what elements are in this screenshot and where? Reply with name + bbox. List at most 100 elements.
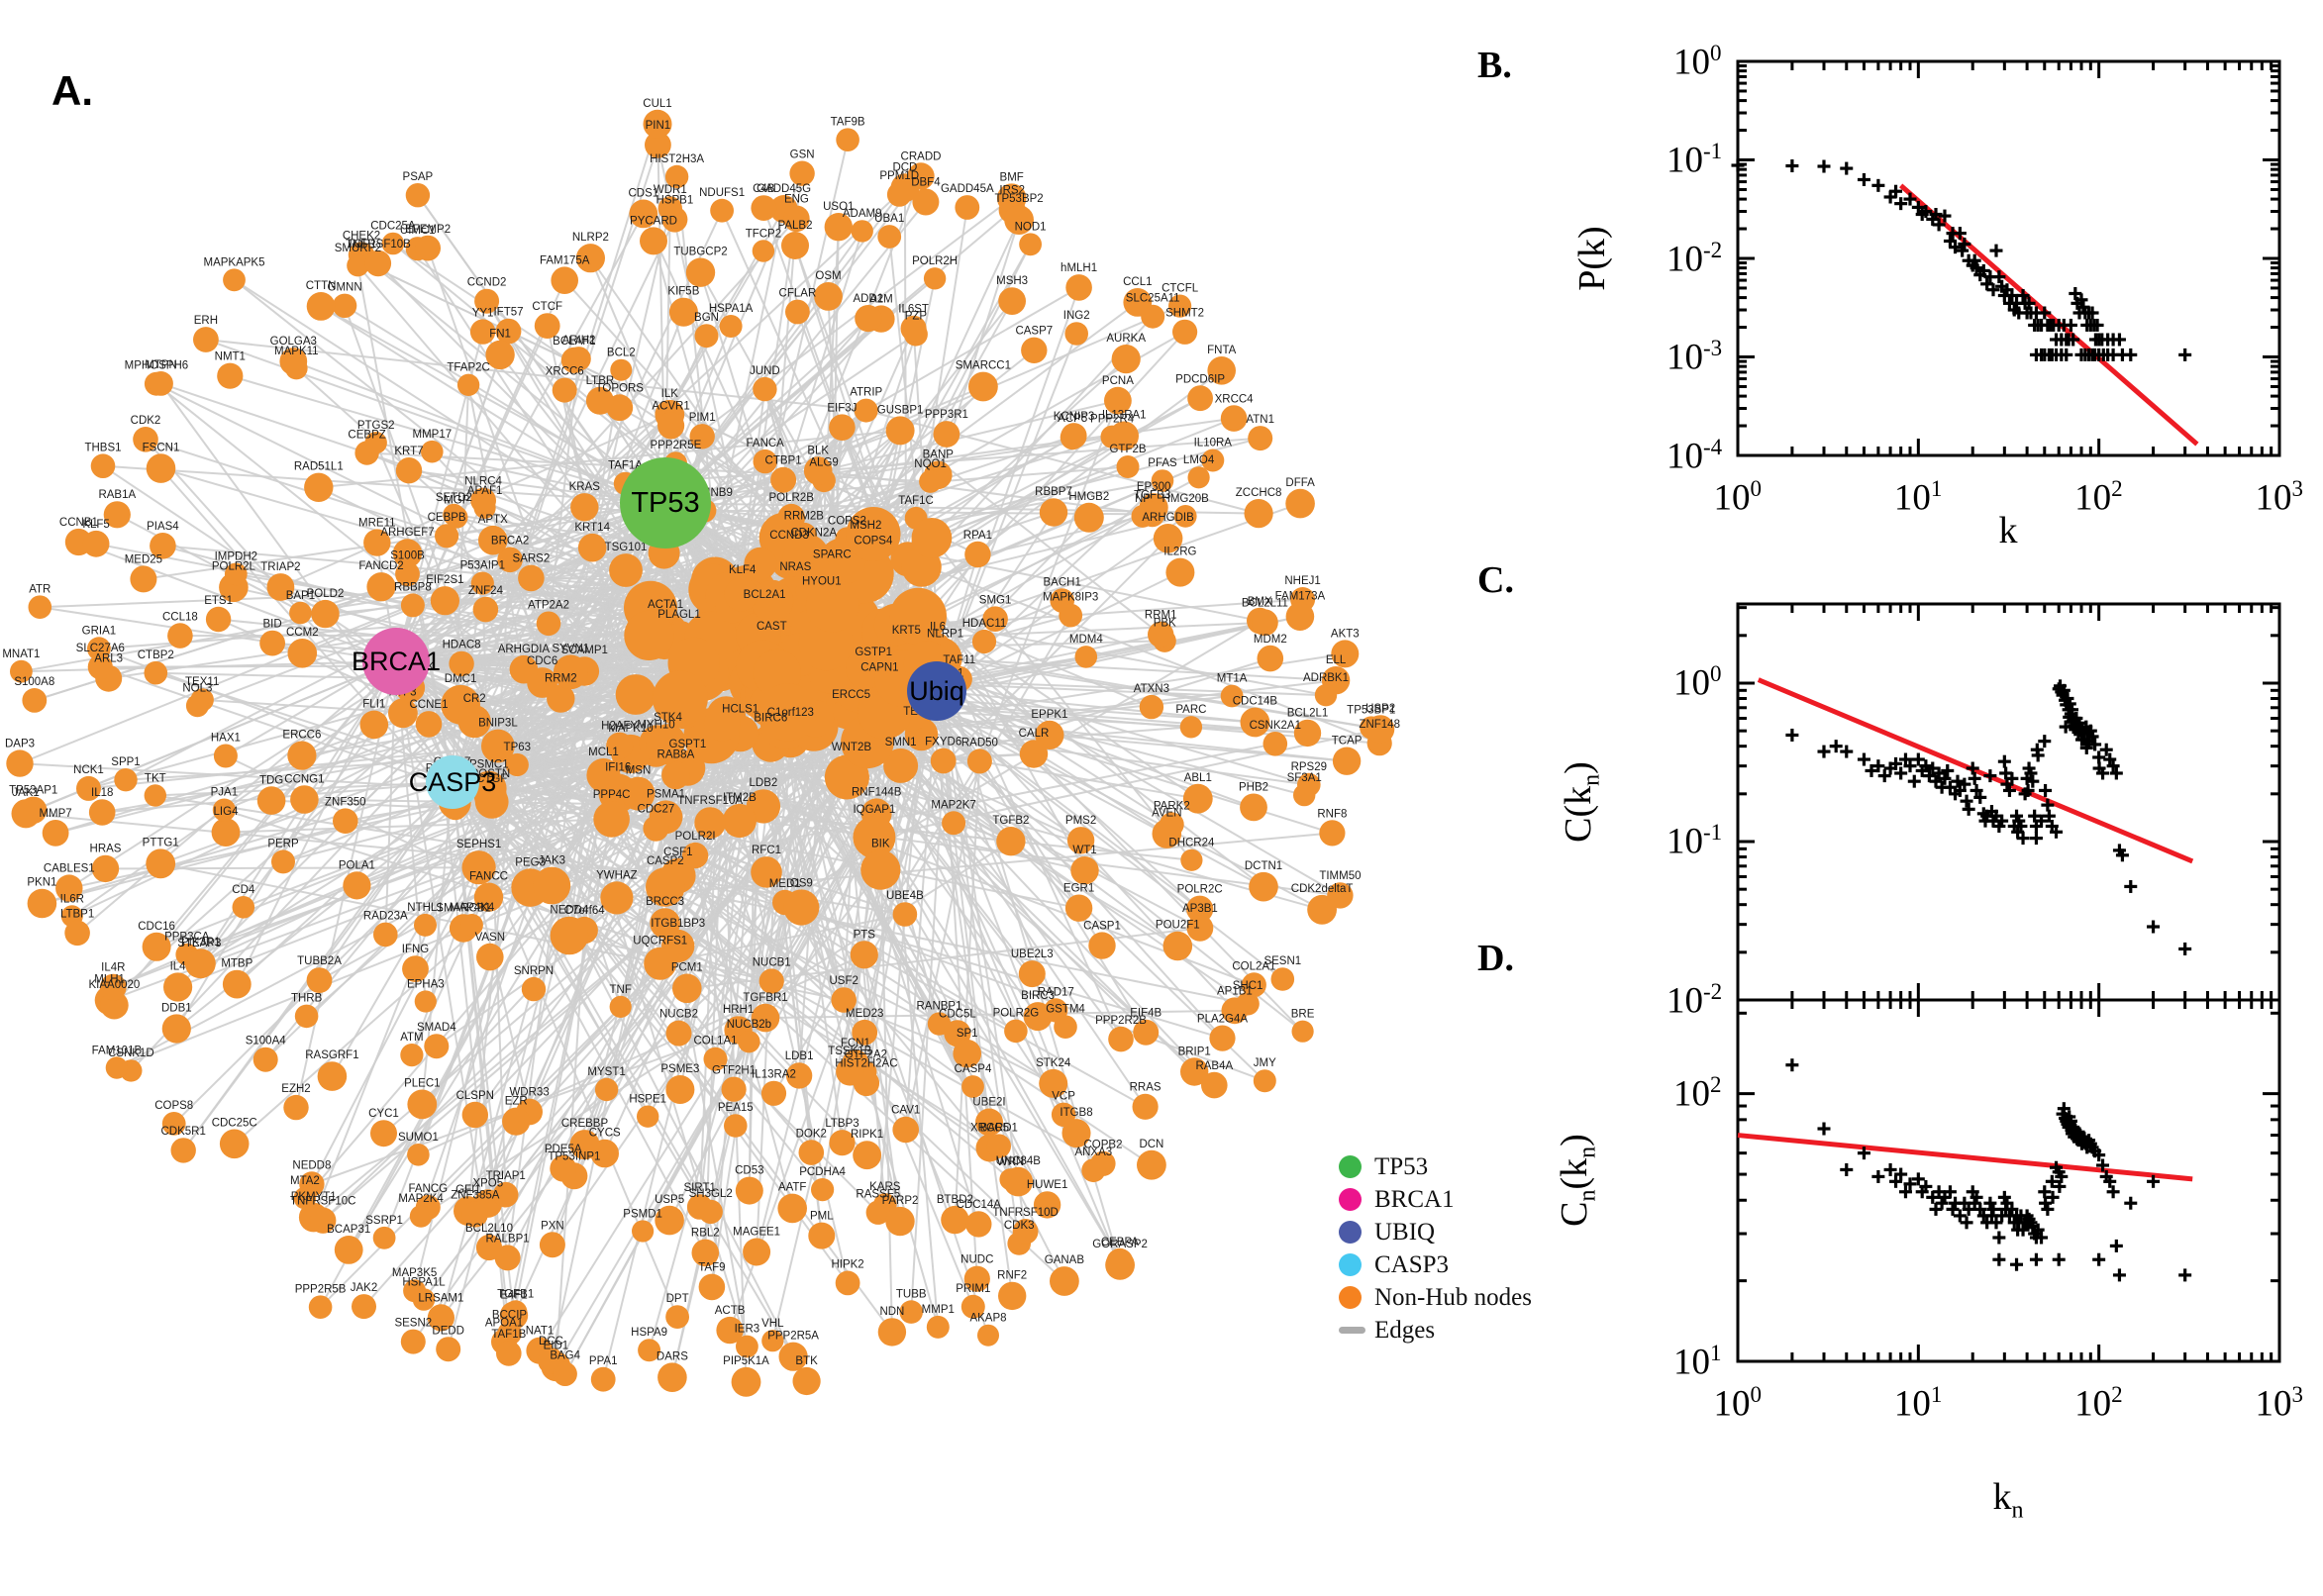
network-node-label: DCN xyxy=(1139,1139,1163,1150)
non-hub-node xyxy=(436,1337,461,1362)
network-node-label: VASN xyxy=(475,932,505,944)
non-hub-node xyxy=(409,1205,433,1228)
network-edge xyxy=(959,678,1051,737)
network-node-label: PLA2G4A xyxy=(1197,1014,1248,1026)
network-node-label: MMP7 xyxy=(39,808,71,820)
non-hub-node xyxy=(271,849,295,874)
network-node-label: NEDD4 xyxy=(550,905,589,917)
network-node-label: SMARCC1 xyxy=(956,360,1011,372)
network-node-label: HSPA9 xyxy=(631,1327,667,1339)
non-hub-node xyxy=(899,1300,923,1324)
network-edge xyxy=(410,866,480,1055)
network-node-label: IL13RA1 xyxy=(1102,410,1147,422)
non-hub-node xyxy=(133,427,158,452)
network-node-label: XRCC4 xyxy=(1215,393,1255,405)
network-node-label: CASP7 xyxy=(1015,326,1053,338)
non-hub-node xyxy=(698,1199,723,1225)
network-node-label: NQO1 xyxy=(914,458,947,470)
network-node-label: DMC1 xyxy=(445,673,477,685)
network-node-label: CDC25A xyxy=(370,221,416,233)
non-hub-node xyxy=(400,593,425,618)
network-node-label: MAPK11 xyxy=(274,346,319,357)
network-node-label: TUBB xyxy=(896,1288,927,1300)
network-node-label: GUSBP1 xyxy=(877,404,924,416)
non-hub-node xyxy=(761,1330,784,1352)
network-node-label: ITGB1BP3 xyxy=(651,918,705,930)
non-hub-node xyxy=(640,227,667,255)
non-hub-node xyxy=(900,315,927,342)
non-hub-node xyxy=(883,748,919,783)
network-node-label: JUND xyxy=(750,365,780,377)
network-node-label: CDC14A xyxy=(957,1199,1002,1211)
network-node-label: ATXN3 xyxy=(1134,683,1169,695)
network-node-label: BLK xyxy=(807,445,829,456)
chart-ticks xyxy=(1736,59,2281,457)
network-node-label: CAPN1 xyxy=(860,662,898,674)
network-node-label: KCNIP3 xyxy=(1054,411,1095,423)
network-node-label: PFAS xyxy=(1148,457,1177,469)
network-edge xyxy=(936,690,1167,835)
non-hub-node xyxy=(751,579,794,623)
network-edge xyxy=(515,962,661,1123)
panel-label-c: C. xyxy=(1477,559,1514,601)
network-node-label: RANBP1 xyxy=(916,1000,961,1012)
non-hub-node xyxy=(977,1324,999,1347)
non-hub-node xyxy=(646,727,684,765)
network-nodes xyxy=(6,109,1395,1397)
network-edge xyxy=(909,648,1381,731)
network-node-label: TAF1A xyxy=(608,460,643,472)
network-node-label: MCL1 xyxy=(588,747,619,758)
non-hub-node xyxy=(814,282,843,311)
network-node-label: TP53AP1 xyxy=(9,785,57,797)
network-node-label: NUCB2b xyxy=(727,1019,771,1031)
network-node-label: GADD45G xyxy=(757,183,811,195)
legend-label: UBIQ xyxy=(1374,1218,1436,1246)
network-node-label: LDB2 xyxy=(750,777,778,789)
network-node-label: NP xyxy=(1135,493,1151,505)
non-hub-node xyxy=(629,199,658,229)
node-swatch-icon xyxy=(1339,1155,1362,1178)
network-node-label: PSMA1 xyxy=(647,789,685,801)
network-node-label: TP53BP1 xyxy=(1347,705,1395,717)
network-node-label: SPP1 xyxy=(111,756,140,768)
non-hub-node xyxy=(22,688,48,713)
network-node-label: NTHL1 xyxy=(407,902,443,914)
network-node-label: IQGAP1 xyxy=(853,804,895,816)
network-node-label: NLRP1 xyxy=(927,629,963,641)
network-edge xyxy=(664,333,917,504)
non-hub-node xyxy=(721,1076,747,1102)
network-node-label: ATR xyxy=(29,583,50,595)
non-hub-node xyxy=(960,1294,985,1319)
network-node-label: MAPK8IP3 xyxy=(1043,592,1098,604)
network-node-label: BAG4 xyxy=(550,1350,580,1362)
non-hub-node xyxy=(505,752,529,777)
non-hub-node xyxy=(811,1178,835,1202)
network-edge xyxy=(770,902,786,982)
network-node-label: PTS xyxy=(854,929,876,941)
non-hub-node xyxy=(758,683,817,742)
non-hub-node xyxy=(933,421,960,448)
network-node-label: NLRP2 xyxy=(572,232,609,244)
network-node-label: EZH2 xyxy=(281,1083,310,1095)
non-hub-node xyxy=(223,268,246,292)
network-node-label: PEA15 xyxy=(718,1102,754,1114)
network-node-label: MDM4 xyxy=(1069,634,1103,646)
non-hub-node xyxy=(473,882,504,912)
network-node-label: GOLGA3 xyxy=(270,336,317,348)
scatter-points xyxy=(1785,679,2192,955)
non-hub-node xyxy=(407,1089,438,1120)
network-edge xyxy=(936,690,1256,724)
network-node-label: MSH2 xyxy=(850,520,881,532)
non-hub-node xyxy=(474,288,500,314)
non-hub-node xyxy=(777,1193,807,1224)
non-hub-node xyxy=(497,547,523,573)
network-node-label: BRIP1 xyxy=(1178,1046,1211,1057)
network-node-label: MLH1 xyxy=(94,974,125,986)
non-hub-node xyxy=(716,1316,744,1345)
network-node-label: XRCC5 xyxy=(970,1123,1009,1135)
network-edge xyxy=(230,374,666,504)
non-hub-node xyxy=(1257,645,1284,672)
network-node-label: NMT1 xyxy=(215,351,246,363)
non-hub-node xyxy=(585,386,614,415)
non-hub-node xyxy=(334,1236,363,1264)
